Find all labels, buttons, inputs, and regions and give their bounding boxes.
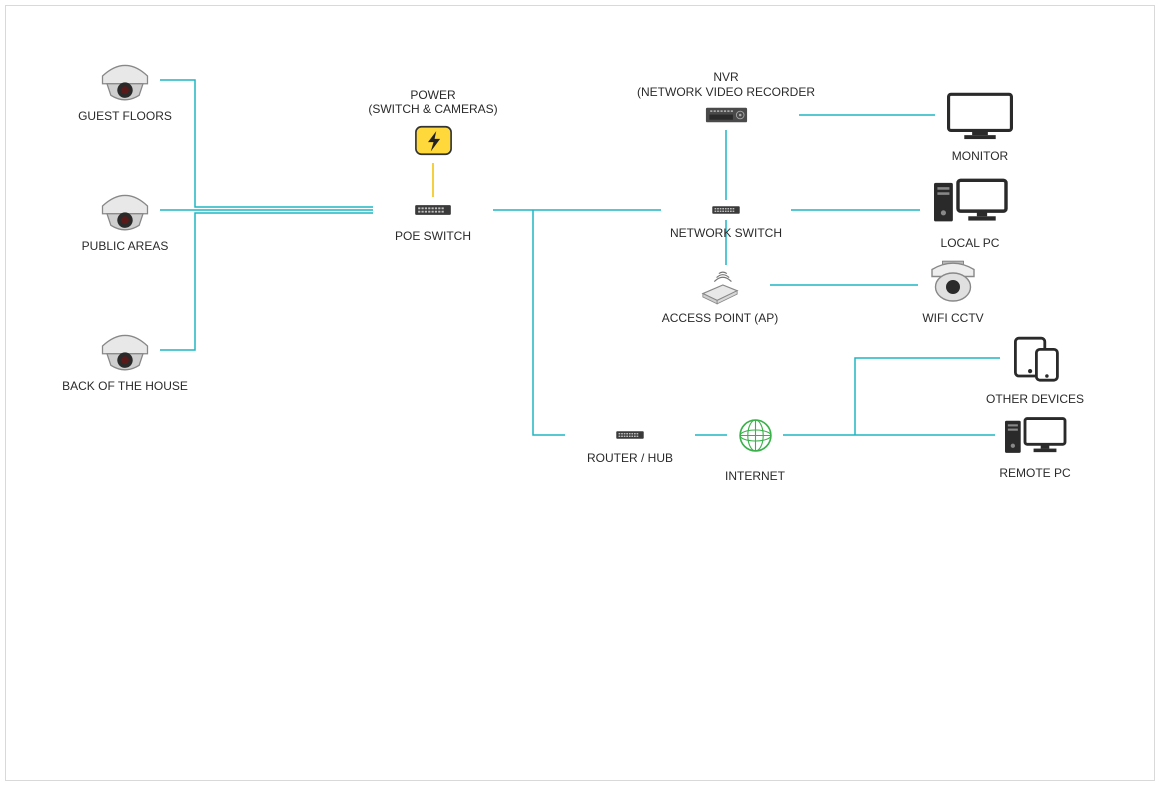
nvr-icon bbox=[654, 100, 799, 130]
node-label-monitor: MONITOR bbox=[952, 149, 1008, 163]
node-label-internet: INTERNET bbox=[725, 469, 785, 483]
switch-dark-icon bbox=[661, 200, 791, 220]
desktop-pc-icon bbox=[995, 410, 1075, 460]
node-cam_back: BACK OF THE HOUSE bbox=[90, 328, 160, 393]
node-poe_switch: POE SWITCH bbox=[373, 197, 493, 243]
node-label-nvr: NVR (NETWORK VIDEO RECORDER bbox=[637, 70, 815, 99]
node-internet: INTERNET bbox=[728, 408, 783, 483]
node-power: POWER (SWITCH & CAMERAS) bbox=[406, 118, 461, 166]
node-label-remote_pc: REMOTE PC bbox=[999, 466, 1070, 480]
node-label-cam_guest: GUEST FLOORS bbox=[78, 109, 172, 123]
node-label-net_switch: NETWORK SWITCH bbox=[670, 226, 782, 240]
node-label-power: POWER (SWITCH & CAMERAS) bbox=[368, 88, 497, 117]
node-label-cam_back: BACK OF THE HOUSE bbox=[62, 379, 188, 393]
node-label-ap: ACCESS POINT (AP) bbox=[662, 311, 778, 325]
node-label-router: ROUTER / HUB bbox=[587, 451, 673, 465]
node-net_switch: NETWORK SWITCH bbox=[661, 200, 791, 240]
access-point-icon bbox=[690, 265, 750, 305]
node-wifi_cctv: WIFI CCTV bbox=[918, 255, 988, 325]
node-local_pc: LOCAL PC bbox=[920, 170, 1020, 250]
node-ap: ACCESS POINT (AP) bbox=[690, 265, 750, 325]
node-monitor: MONITOR bbox=[935, 88, 1025, 163]
node-label-local_pc: LOCAL PC bbox=[941, 236, 1000, 250]
node-label-poe_switch: POE SWITCH bbox=[395, 229, 471, 243]
node-cam_public: PUBLIC AREAS bbox=[90, 188, 160, 253]
power-icon bbox=[406, 118, 461, 163]
node-label-wifi_cctv: WIFI CCTV bbox=[922, 311, 983, 325]
desktop-pc-icon bbox=[920, 170, 1020, 230]
switch-dark-icon bbox=[373, 197, 493, 223]
dome-camera-icon bbox=[90, 328, 160, 373]
dome-camera-icon bbox=[90, 188, 160, 233]
switch-dark-icon bbox=[565, 425, 695, 445]
node-label-other_dev: OTHER DEVICES bbox=[986, 392, 1084, 406]
node-cam_guest: GUEST FLOORS bbox=[90, 58, 160, 123]
mobile-devices-icon bbox=[1000, 331, 1070, 386]
globe-icon bbox=[728, 408, 783, 463]
node-router: ROUTER / HUB bbox=[565, 425, 695, 465]
ptz-camera-icon bbox=[918, 255, 988, 305]
dome-camera-icon bbox=[90, 58, 160, 103]
node-other_dev: OTHER DEVICES bbox=[1000, 331, 1070, 406]
diagram-canvas: GUEST FLOORS PUBLIC AREAS BACK OF THE HOUS… bbox=[0, 0, 1159, 785]
node-remote_pc: REMOTE PC bbox=[995, 410, 1075, 480]
node-nvr: NVR (NETWORK VIDEO RECORDER bbox=[654, 100, 799, 133]
monitor-icon bbox=[935, 88, 1025, 143]
node-label-cam_public: PUBLIC AREAS bbox=[82, 239, 169, 253]
